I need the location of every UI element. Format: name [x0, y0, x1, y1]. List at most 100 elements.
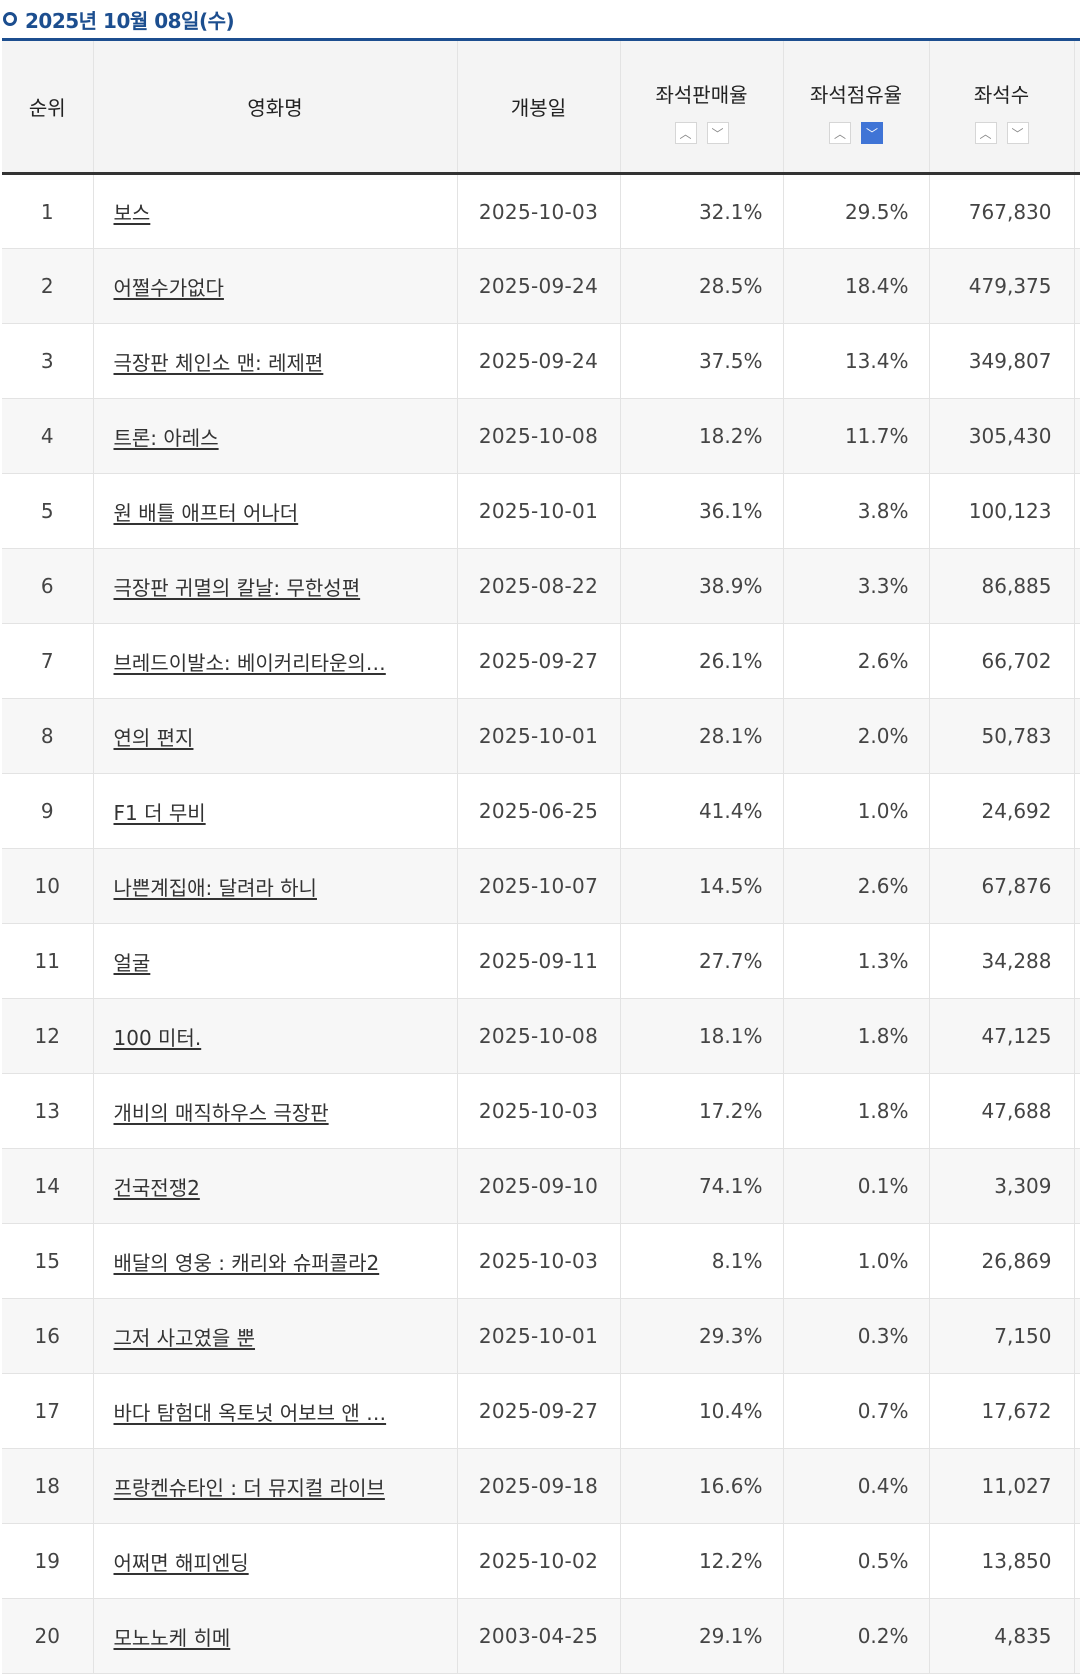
movie-title-link[interactable]: 건국전쟁2	[113, 1175, 200, 1200]
table-row: 7 브레드이발소: 베이커리타운의… 2025-09-27 26.1% 2.6% 66,7…	[2, 623, 1080, 699]
release-date-cell: 2025-10-03	[457, 173, 621, 249]
seat-sales-rate-cell: 27.7%	[620, 923, 784, 999]
movie-title-link[interactable]: 연의 편지	[113, 725, 194, 750]
extra-cell	[1074, 1598, 1080, 1674]
movie-title-link[interactable]: 나쁜계집애: 달려라 하니	[113, 875, 317, 900]
movie-title-link[interactable]: 얼굴	[113, 950, 151, 975]
movie-title-link[interactable]: 극장판 체인소 맨: 레제편	[113, 350, 324, 375]
extra-cell	[1074, 473, 1080, 549]
seats-cell: 66,702	[929, 623, 1075, 699]
chevron-up-icon[interactable]: ︿	[829, 122, 851, 144]
table-row: 14 건국전쟁2 2025-09-10 74.1% 0.1% 3,309	[2, 1148, 1080, 1224]
title-cell: 그저 사고였을 뿐	[93, 1298, 458, 1374]
seats-cell: 305,430	[929, 398, 1075, 474]
title-cell: 트론: 아레스	[93, 398, 458, 474]
movie-title-link[interactable]: 어쩔수가없다	[113, 275, 224, 300]
seats-cell: 67,876	[929, 848, 1075, 924]
table-row: 10 나쁜계집애: 달려라 하니 2025-10-07 14.5% 2.6% 67,876	[2, 848, 1080, 924]
movie-title-link[interactable]: 트론: 아레스	[113, 425, 219, 450]
release-date-cell: 2025-10-03	[457, 1073, 621, 1149]
chevron-down-icon[interactable]: ﹀	[706, 122, 729, 144]
column-header-rank: 순위	[2, 38, 94, 175]
column-header-title: 영화명	[93, 38, 458, 175]
movie-title-link[interactable]: 원 배틀 애프터 어나더	[113, 500, 299, 525]
title-cell: 100 미터.	[93, 998, 458, 1074]
seat-sales-rate-cell: 16.6%	[620, 1448, 784, 1524]
seat-sales-rate-cell: 37.5%	[620, 323, 784, 399]
column-header-label: 좌석판매율	[655, 83, 748, 107]
table-row: 15 배달의 영웅 : 캐리와 슈퍼콜라2 2025-10-03 8.1% 1.0% 26…	[2, 1223, 1080, 1299]
rank-cell: 2	[2, 248, 94, 324]
release-date-cell: 2025-08-22	[457, 548, 621, 624]
release-date-cell: 2025-06-25	[457, 773, 621, 849]
release-date-cell: 2003-04-25	[457, 1598, 621, 1674]
seat-share-cell: 3.3%	[783, 548, 930, 624]
table-header: 순위 영화명 개봉일 좌석판매율 ︿ ﹀ 좌석점유율 ︿ ﹀	[2, 38, 1080, 175]
sort-controls: ︿ ﹀	[621, 122, 783, 144]
movie-title-link[interactable]: 그저 사고였을 뿐	[113, 1325, 256, 1350]
rank-cell: 1	[2, 173, 94, 249]
chevron-up-icon[interactable]: ︿	[674, 122, 697, 144]
movie-title-link[interactable]: 100 미터.	[113, 1025, 202, 1050]
seat-share-cell: 1.8%	[783, 1073, 930, 1149]
movie-title-link[interactable]: 배달의 영웅 : 캐리와 슈퍼콜라2	[113, 1250, 380, 1275]
movie-title-link[interactable]: 보스	[113, 201, 151, 225]
extra-cell	[1074, 623, 1080, 699]
table-row: 6 극장판 귀멸의 칼날: 무한성편 2025-08-22 38.9% 3.3% 86,8…	[2, 548, 1080, 624]
title-cell: 어쩌면 해피엔딩	[93, 1523, 458, 1599]
seats-cell: 349,807	[929, 323, 1075, 399]
movie-title-link[interactable]: 브레드이발소: 베이커리타운의…	[113, 650, 386, 675]
title-cell: 원 배틀 애프터 어나더	[93, 473, 458, 549]
box-office-table: 순위 영화명 개봉일 좌석판매율 ︿ ﹀ 좌석점유율 ︿ ﹀	[2, 38, 1080, 1674]
movie-title-link[interactable]: 개비의 매직하우스 극장판	[113, 1100, 329, 1125]
seat-sales-rate-cell: 41.4%	[620, 773, 784, 849]
release-date-cell: 2025-09-11	[457, 923, 621, 999]
title-cell: 배달의 영웅 : 캐리와 슈퍼콜라2	[93, 1223, 458, 1299]
extra-cell	[1074, 323, 1080, 399]
rank-cell: 6	[2, 548, 94, 624]
release-date-cell: 2025-09-27	[457, 623, 621, 699]
rank-cell: 7	[2, 623, 94, 699]
column-header-seats: 좌석수 ︿ ﹀	[929, 38, 1075, 175]
seats-cell: 3,309	[929, 1148, 1075, 1224]
seat-sales-rate-cell: 29.1%	[620, 1598, 784, 1674]
movie-title-link[interactable]: 모노노케 히메	[113, 1625, 231, 1650]
movie-title-link[interactable]: 극장판 귀멸의 칼날: 무한성편	[113, 575, 361, 600]
release-date-cell: 2025-10-08	[457, 398, 621, 474]
release-date-cell: 2025-10-01	[457, 1298, 621, 1374]
seat-sales-rate-cell: 29.3%	[620, 1298, 784, 1374]
seat-sales-rate-cell: 8.1%	[620, 1223, 784, 1299]
extra-cell	[1074, 1148, 1080, 1224]
movie-title-link[interactable]: 프랑켄슈타인 : 더 뮤지컬 라이브	[113, 1475, 385, 1500]
title-cell: 건국전쟁2	[93, 1148, 458, 1224]
seat-sales-rate-cell: 74.1%	[620, 1148, 784, 1224]
seats-cell: 100,123	[929, 473, 1075, 549]
seats-cell: 47,688	[929, 1073, 1075, 1149]
seats-cell: 11,027	[929, 1448, 1075, 1524]
chevron-down-icon[interactable]: ﹀	[1006, 122, 1029, 144]
chevron-down-icon[interactable]: ﹀	[861, 122, 883, 144]
sort-controls: ︿ ﹀	[784, 122, 929, 144]
title-cell: 보스	[93, 173, 458, 249]
extra-cell	[1074, 1373, 1080, 1449]
title-cell: 나쁜계집애: 달려라 하니	[93, 848, 458, 924]
seats-cell: 47,125	[929, 998, 1075, 1074]
title-cell: 바다 탐험대 옥토넛 어보브 앤 …	[93, 1373, 458, 1449]
seats-cell: 26,869	[929, 1223, 1075, 1299]
title-cell: 어쩔수가없다	[93, 248, 458, 324]
rank-cell: 12	[2, 998, 94, 1074]
seat-sales-rate-cell: 26.1%	[620, 623, 784, 699]
movie-title-link[interactable]: 바다 탐험대 옥토넛 어보브 앤 …	[113, 1400, 387, 1425]
movie-title-link[interactable]: 어쩌면 해피엔딩	[113, 1550, 249, 1575]
seats-cell: 34,288	[929, 923, 1075, 999]
rank-cell: 19	[2, 1523, 94, 1599]
table-body: 1 보스 2025-10-03 32.1% 29.5% 767,830 2 어쩔수가없다 202…	[2, 173, 1080, 1674]
chevron-up-icon[interactable]: ︿	[974, 122, 997, 144]
rank-cell: 5	[2, 473, 94, 549]
table-row: 12 100 미터. 2025-10-08 18.1% 1.8% 47,125	[2, 998, 1080, 1074]
table-row: 11 얼굴 2025-09-11 27.7% 1.3% 34,288	[2, 923, 1080, 999]
table-row: 19 어쩌면 해피엔딩 2025-10-02 12.2% 0.5% 13,850	[2, 1523, 1080, 1599]
seat-sales-rate-cell: 18.2%	[620, 398, 784, 474]
table-row: 5 원 배틀 애프터 어나더 2025-10-01 36.1% 3.8% 100,123	[2, 473, 1080, 549]
movie-title-link[interactable]: F1 더 무비	[113, 800, 206, 825]
